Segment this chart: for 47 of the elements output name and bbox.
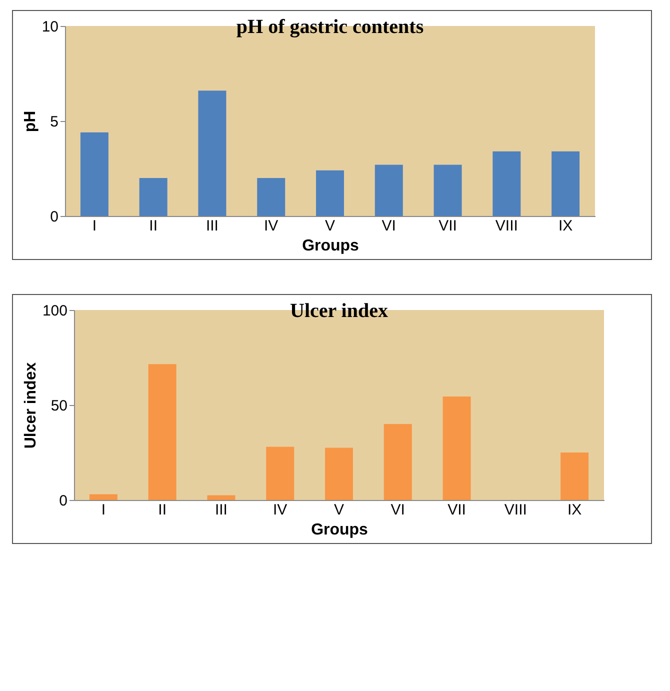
bar <box>257 178 286 216</box>
y-tick-label: 0 <box>50 208 58 226</box>
chart-title: Ulcer index <box>290 300 388 322</box>
x-tick-label: II <box>149 218 158 234</box>
y-tick-label: 0 <box>59 492 68 510</box>
x-tick-label: III <box>206 218 218 234</box>
x-tick-label: V <box>324 218 336 234</box>
bar <box>139 178 168 216</box>
y-tick-label: 50 <box>50 398 68 414</box>
bar <box>325 448 353 500</box>
x-tick-label: IV <box>264 218 278 234</box>
y-tick-label: 100 <box>42 302 68 320</box>
x-tick-label: IV <box>273 502 288 518</box>
bar <box>266 446 294 500</box>
bar <box>80 132 108 216</box>
bar <box>384 424 412 500</box>
x-tick-label: IX <box>567 502 582 518</box>
x-tick-label: III <box>214 502 228 518</box>
chart-title: pH of gastric contents <box>236 16 424 38</box>
x-axis-title: Groups <box>302 238 360 254</box>
x-tick-label: VIII <box>495 218 518 234</box>
x-tick-label: I <box>101 502 106 518</box>
x-axis-title: Groups <box>311 522 368 538</box>
y-axis-title: Ulcer index <box>22 362 40 449</box>
bar <box>207 495 236 500</box>
bar <box>374 164 403 216</box>
bar <box>434 164 462 216</box>
y-axis-title: pH <box>22 110 39 132</box>
x-tick-label: VIII <box>504 502 527 518</box>
bar <box>560 452 589 500</box>
bar <box>552 151 580 216</box>
bar <box>316 170 344 216</box>
bar <box>89 494 118 500</box>
bar <box>492 151 521 216</box>
x-tick-label: I <box>92 218 97 234</box>
bar <box>148 364 176 500</box>
x-tick-label: VI <box>390 502 405 518</box>
y-tick-label: 5 <box>50 114 58 130</box>
y-tick-label: 10 <box>42 18 58 36</box>
x-tick-label: V <box>334 502 344 518</box>
x-tick-label: VII <box>438 218 457 234</box>
x-tick-label: VII <box>448 502 466 518</box>
bar <box>442 396 471 500</box>
x-tick-label: IX <box>558 218 573 234</box>
x-tick-label: VI <box>382 218 396 234</box>
bar <box>198 90 226 216</box>
x-tick-label: II <box>158 502 167 518</box>
